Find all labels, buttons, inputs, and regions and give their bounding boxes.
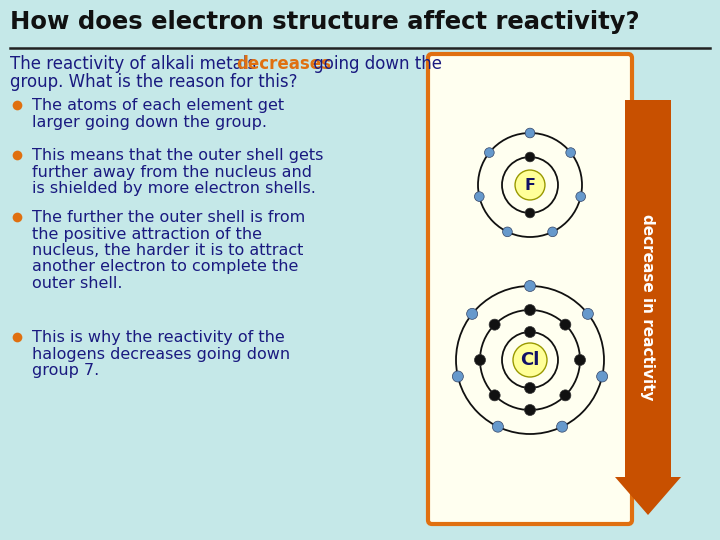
Circle shape [582, 308, 593, 319]
Text: group. What is the reason for this?: group. What is the reason for this? [10, 73, 297, 91]
Circle shape [503, 227, 512, 237]
Circle shape [474, 192, 484, 201]
Circle shape [489, 390, 500, 401]
Text: going down the: going down the [308, 55, 442, 73]
Text: F: F [525, 178, 536, 192]
Circle shape [513, 343, 547, 377]
Text: nucleus, the harder it is to attract: nucleus, the harder it is to attract [32, 243, 303, 258]
Text: another electron to complete the: another electron to complete the [32, 260, 298, 274]
Circle shape [525, 208, 535, 218]
Circle shape [524, 382, 536, 394]
Text: The further the outer shell is from: The further the outer shell is from [32, 210, 305, 225]
Circle shape [467, 308, 477, 319]
Circle shape [524, 280, 536, 292]
Text: The reactivity of alkali metals: The reactivity of alkali metals [10, 55, 261, 73]
Text: the positive attraction of the: the positive attraction of the [32, 226, 262, 241]
Circle shape [524, 305, 536, 315]
Circle shape [525, 128, 535, 138]
Circle shape [597, 371, 608, 382]
Text: This is why the reactivity of the: This is why the reactivity of the [32, 330, 284, 345]
Text: halogens decreases going down: halogens decreases going down [32, 347, 290, 361]
Circle shape [560, 390, 571, 401]
Circle shape [575, 354, 585, 366]
Circle shape [566, 148, 575, 158]
FancyBboxPatch shape [428, 54, 632, 524]
Text: decreases: decreases [236, 55, 331, 73]
Circle shape [485, 148, 494, 158]
Circle shape [515, 170, 545, 200]
Polygon shape [615, 477, 681, 515]
Circle shape [548, 227, 557, 237]
Circle shape [525, 152, 535, 162]
Bar [625, 100, 671, 477]
Text: The atoms of each element get: The atoms of each element get [32, 98, 284, 113]
Text: further away from the nucleus and: further away from the nucleus and [32, 165, 312, 179]
Text: How does electron structure affect reactivity?: How does electron structure affect react… [10, 10, 639, 34]
Text: is shielded by more electron shells.: is shielded by more electron shells. [32, 181, 316, 196]
Circle shape [489, 319, 500, 330]
Circle shape [524, 327, 536, 338]
Circle shape [576, 192, 585, 201]
Text: decrease in reactivity: decrease in reactivity [641, 214, 655, 401]
Text: outer shell.: outer shell. [32, 276, 122, 291]
Text: group 7.: group 7. [32, 363, 99, 378]
Text: This means that the outer shell gets: This means that the outer shell gets [32, 148, 323, 163]
Text: Cl: Cl [521, 351, 540, 369]
Circle shape [524, 404, 536, 415]
Circle shape [557, 421, 567, 432]
Circle shape [452, 371, 464, 382]
Circle shape [560, 319, 571, 330]
Circle shape [474, 354, 485, 366]
Circle shape [492, 421, 503, 432]
Text: larger going down the group.: larger going down the group. [32, 114, 267, 130]
